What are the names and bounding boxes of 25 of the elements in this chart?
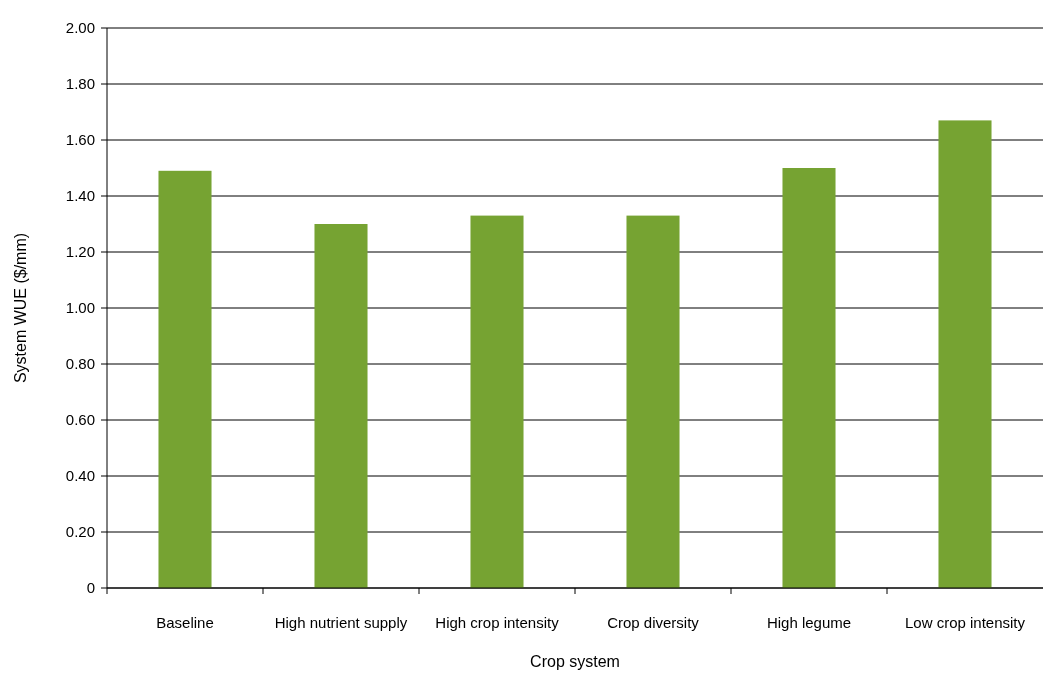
y-tick-label: 1.40 [65, 187, 95, 205]
y-tick-label: 0.40 [65, 467, 95, 485]
x-tick-label: High nutrient supply [274, 614, 408, 631]
bar [470, 215, 524, 588]
y-tick-label: 1.60 [65, 131, 95, 149]
bar [938, 120, 992, 588]
y-tick-label: 0.80 [65, 355, 95, 373]
x-tick-label: High crop intensity [435, 614, 560, 631]
y-tick-label: 1.00 [65, 299, 95, 317]
y-tick-label: 1.20 [65, 243, 95, 261]
y-tick-label: 2.00 [65, 19, 95, 37]
y-tick-label: 0 [86, 579, 95, 597]
x-tick-label: Baseline [156, 614, 214, 631]
bar [314, 224, 368, 588]
x-axis-title: Crop system [530, 653, 620, 670]
y-axis-title: System WUE ($/mm) [12, 232, 29, 384]
x-tick-label: High legume [766, 614, 852, 631]
y-tick-label: 0.60 [65, 411, 95, 429]
bar [626, 215, 680, 588]
x-tick-label: Low crop intensity [904, 614, 1026, 631]
bar [782, 168, 836, 588]
x-tick-label: Crop diversity [607, 614, 700, 631]
y-tick-label: 0.20 [65, 523, 95, 541]
bar [158, 170, 212, 588]
y-tick-label: 1.80 [65, 75, 95, 93]
